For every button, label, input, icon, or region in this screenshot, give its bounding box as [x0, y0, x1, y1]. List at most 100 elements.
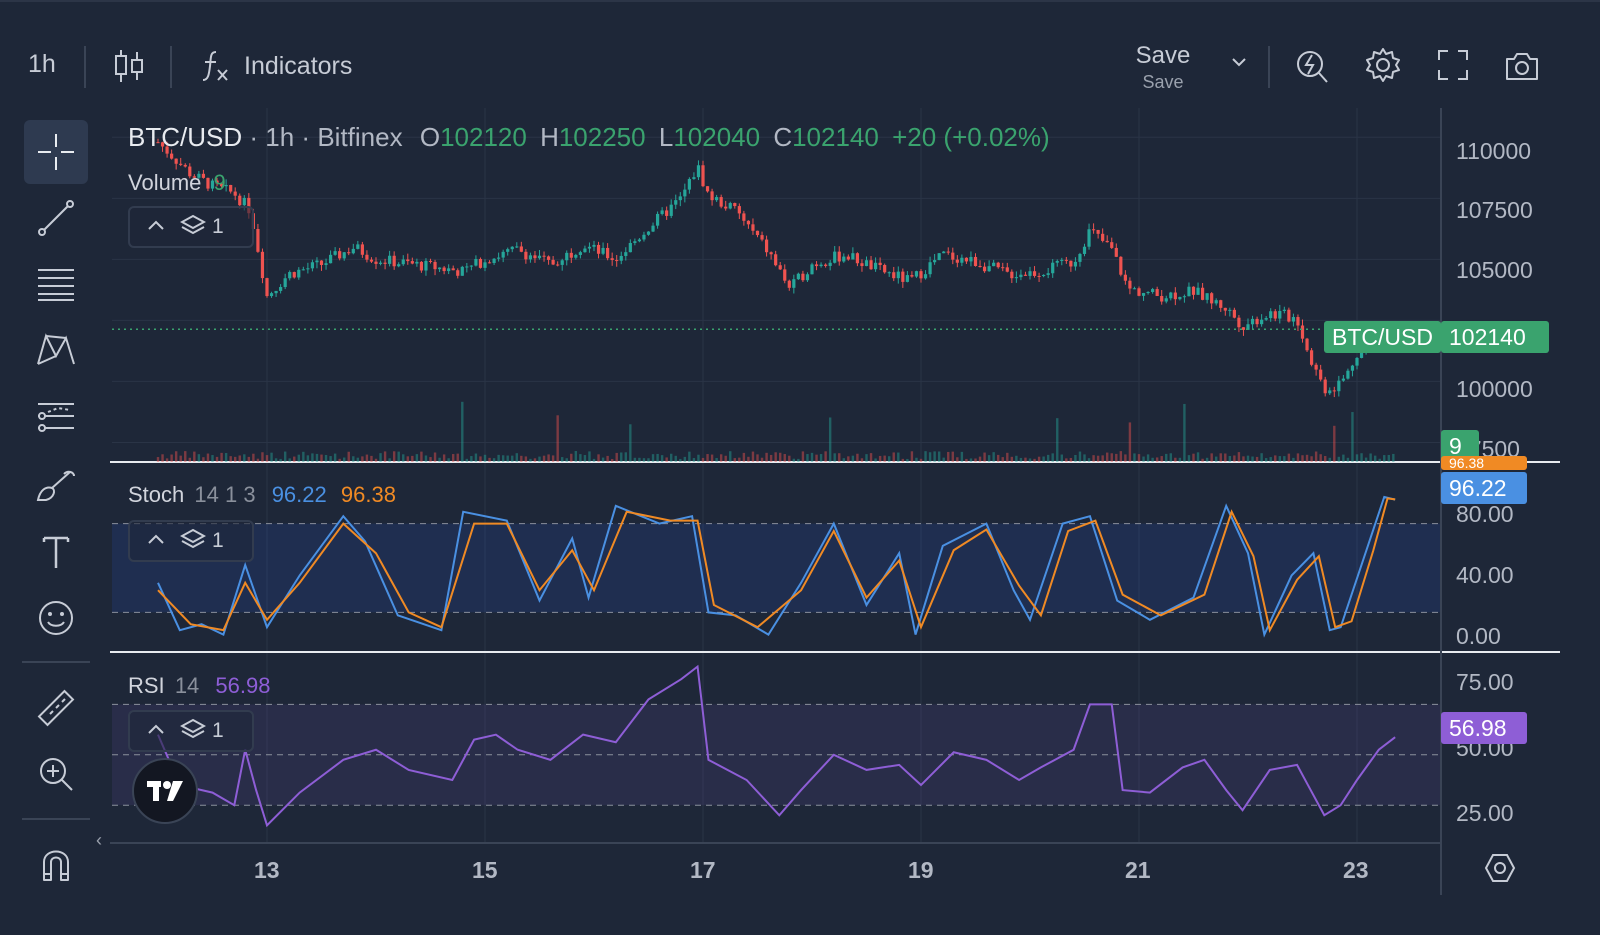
volume-bar: [1337, 456, 1341, 462]
volume-bar: [470, 456, 473, 462]
volume-bar: [651, 454, 655, 462]
measure-tool-button[interactable]: [24, 676, 88, 740]
candle-body: [692, 177, 696, 179]
lightning-search-icon: [1297, 51, 1328, 83]
volume-bar: [1242, 456, 1245, 462]
volume-bar: [261, 452, 264, 462]
candle-body: [1055, 260, 1059, 263]
candle-body: [855, 253, 860, 264]
volume-bar: [1269, 457, 1272, 462]
candle-body: [1046, 273, 1050, 275]
volume-bar: [1378, 458, 1381, 462]
volume-bar: [1083, 454, 1086, 462]
candle-body: [497, 257, 501, 259]
candle-body: [1064, 259, 1068, 261]
candle-body: [678, 196, 682, 201]
symbol-name[interactable]: BTC/USD: [128, 122, 243, 152]
save-button[interactable]: Save Save: [1128, 42, 1198, 93]
crosshair-tool-button[interactable]: [24, 120, 88, 184]
axis-settings-button[interactable]: [1484, 852, 1516, 889]
layers-icon[interactable]: [179, 214, 207, 241]
main-legend: BTC/USD · 1h · Bitfinex O102120 H102250 …: [128, 122, 1050, 153]
xabcd-pattern-icon: [37, 333, 75, 365]
volume-bar: [215, 456, 219, 462]
volume-bar: [1274, 455, 1277, 462]
volume-bar: [610, 458, 614, 462]
trend-line-tool-button[interactable]: [24, 186, 88, 250]
volume-bar: [1292, 457, 1295, 462]
volume-bar: [452, 454, 455, 462]
layers-icon[interactable]: [179, 528, 207, 555]
candle-body: [696, 165, 701, 178]
candle-body: [1182, 296, 1187, 298]
volume-bar: [874, 458, 877, 462]
volume-bar: [492, 458, 496, 462]
volume-bar: [642, 458, 646, 462]
pattern-tool-button[interactable]: [24, 318, 88, 382]
candle-body: [1110, 242, 1114, 248]
volume-bar: [438, 457, 441, 462]
candle-body: [887, 272, 891, 274]
interval-button[interactable]: 1h: [28, 50, 56, 79]
candle-body: [469, 265, 473, 267]
volume-bar: [1351, 412, 1354, 462]
ruler-icon: [37, 689, 75, 727]
chevron-up-icon[interactable]: [146, 218, 166, 236]
candle-body: [1223, 307, 1227, 311]
text-tool-button[interactable]: [24, 520, 88, 584]
volume-bar: [1233, 455, 1236, 462]
gear-icon: [1484, 854, 1516, 882]
layers-icon[interactable]: [179, 718, 207, 745]
candle-body: [183, 164, 187, 167]
volume-bar: [329, 456, 332, 462]
settings-button[interactable]: [1364, 46, 1402, 84]
volume-bar: [742, 452, 746, 462]
volume-bar: [1314, 451, 1318, 462]
volume-bar: [597, 454, 600, 462]
candle-body: [365, 254, 369, 260]
rsi-value: 56.98: [215, 673, 271, 698]
toolbar-divider: [1268, 46, 1270, 88]
candle-body: [665, 210, 669, 216]
fib-tool-button[interactable]: [24, 252, 88, 316]
chevron-up-icon[interactable]: [146, 722, 166, 740]
volume-bar: [883, 455, 886, 462]
candle-body: [1141, 293, 1146, 296]
candle-body: [937, 253, 941, 261]
brush-tool-button[interactable]: [24, 454, 88, 518]
tradingview-logo[interactable]: [132, 758, 198, 824]
volume-bar: [956, 457, 959, 462]
candle-body: [596, 244, 601, 254]
volume-bar: [424, 455, 428, 462]
fullscreen-button[interactable]: [1436, 48, 1470, 82]
rsi-tag: 56.98: [1441, 712, 1527, 744]
volume-bar: [1046, 454, 1050, 462]
candle-body: [810, 264, 814, 275]
volume-bar: [751, 451, 755, 462]
volume-bar: [892, 452, 895, 462]
candle-body: [229, 184, 233, 192]
forecast-tool-button[interactable]: [24, 384, 88, 448]
time-axis-label: 21: [1125, 857, 1151, 883]
candle-body: [610, 258, 614, 261]
magnet-tool-button[interactable]: [24, 832, 88, 896]
chevron-up-icon[interactable]: [146, 532, 166, 550]
zoom-tool-button[interactable]: [24, 742, 88, 806]
quick-search-button[interactable]: [1294, 46, 1330, 86]
snapshot-button[interactable]: [1504, 50, 1540, 82]
emoji-tool-button[interactable]: [24, 586, 88, 650]
volume-bar: [402, 454, 405, 462]
indicators-button[interactable]: Indicators: [200, 48, 352, 84]
chart-type-button[interactable]: [112, 46, 146, 86]
candle-body: [274, 290, 278, 294]
save-dropdown-button[interactable]: [1230, 56, 1248, 68]
candle-body: [1091, 229, 1096, 231]
volume-bar: [1373, 455, 1377, 462]
volume-bar: [279, 458, 282, 462]
volume-bar: [311, 453, 314, 462]
collapse-toolbar-icon[interactable]: ‹: [96, 830, 102, 850]
fib-retracement-icon: [38, 269, 74, 301]
candle-body: [1341, 378, 1345, 381]
